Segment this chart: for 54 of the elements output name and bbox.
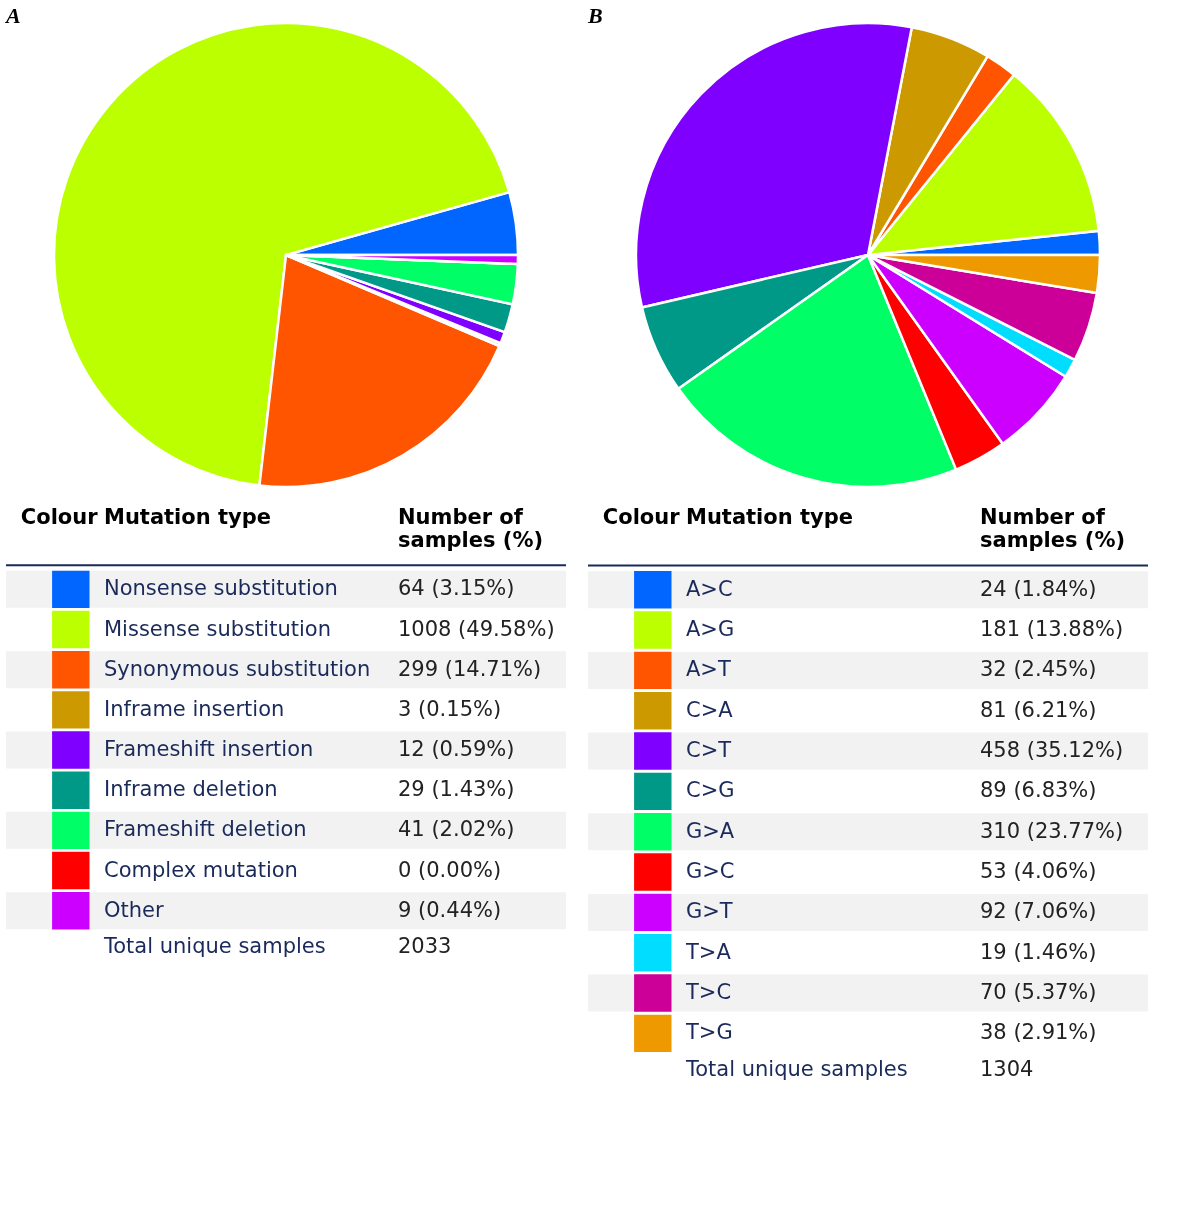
- legend-label: Synonymous substitution: [104, 656, 371, 681]
- data-label: 458 (35.12%): [980, 738, 1124, 763]
- text: Colour: [602, 505, 681, 530]
- text: Mutation type: [104, 505, 271, 530]
- text: Number of samples (%): [980, 505, 1126, 553]
- legend-label: C>G: [686, 778, 735, 803]
- text: 2033: [398, 933, 452, 958]
- text: Mutation type: [686, 505, 853, 530]
- legend-label: T>C: [685, 980, 732, 1005]
- text: Total unique samples: [103, 933, 326, 958]
- data-label: 70 (5.37%): [980, 980, 1097, 1005]
- legend-label: Frameshift deletion: [104, 817, 307, 842]
- legend-label: Missense substitution: [104, 616, 331, 641]
- data-label: 3 (0.15%): [398, 696, 502, 721]
- legend-label: Inframe deletion: [104, 777, 278, 802]
- legend-label: Frameshift insertion: [104, 737, 314, 762]
- data-label: 81 (6.21%): [980, 697, 1097, 722]
- legend-label: Complex mutation: [104, 857, 298, 882]
- data-label: 24 (1.84%): [980, 576, 1097, 601]
- legend-label: Nonsense substitution: [104, 576, 338, 601]
- data-label: 89 (6.83%): [980, 778, 1097, 803]
- legend-label: Other: [104, 897, 164, 922]
- legend-label: G>A: [686, 818, 735, 843]
- data-label: 12 (0.59%): [398, 737, 515, 762]
- text: 0 (0.00%): [398, 857, 502, 882]
- legend-label: G>C: [686, 859, 735, 884]
- data-label: 92 (7.06%): [980, 899, 1097, 924]
- text: 1304: [980, 1056, 1034, 1081]
- data-label: 64 (3.15%): [398, 576, 515, 601]
- data-label: 181 (13.88%): [980, 617, 1124, 642]
- data-label: 53 (4.06%): [980, 859, 1097, 884]
- legend-label: A>C: [686, 576, 733, 601]
- data-label: 310 (23.77%): [980, 818, 1124, 843]
- legend-label: C>T: [686, 738, 732, 763]
- legend-label: C>A: [686, 697, 734, 722]
- data-label: 299 (14.71%): [398, 656, 542, 681]
- legend-label: T>A: [685, 939, 732, 964]
- text: Total unique samples: [685, 1056, 908, 1081]
- legend-label: Inframe insertion: [104, 696, 285, 721]
- legend-label: A>G: [686, 617, 735, 642]
- legend-label: A>T: [686, 657, 731, 682]
- data-label: 29 (1.43%): [398, 777, 515, 802]
- text: Number of samples (%): [398, 505, 544, 553]
- legend-label: G>T: [686, 899, 733, 924]
- data-label: 9 (0.44%): [398, 897, 502, 922]
- legend-label: T>G: [685, 1020, 733, 1045]
- chart-title: A: [4, 3, 21, 28]
- text: Colour: [20, 505, 99, 530]
- data-label: 41 (2.02%): [398, 817, 515, 842]
- chart-title: B: [587, 3, 603, 28]
- data-label: 32 (2.45%): [980, 657, 1097, 682]
- data-label: 19 (1.46%): [980, 939, 1097, 964]
- data-label: 38 (2.91%): [980, 1020, 1097, 1045]
- data-label: 1008 (49.58%): [398, 616, 555, 641]
